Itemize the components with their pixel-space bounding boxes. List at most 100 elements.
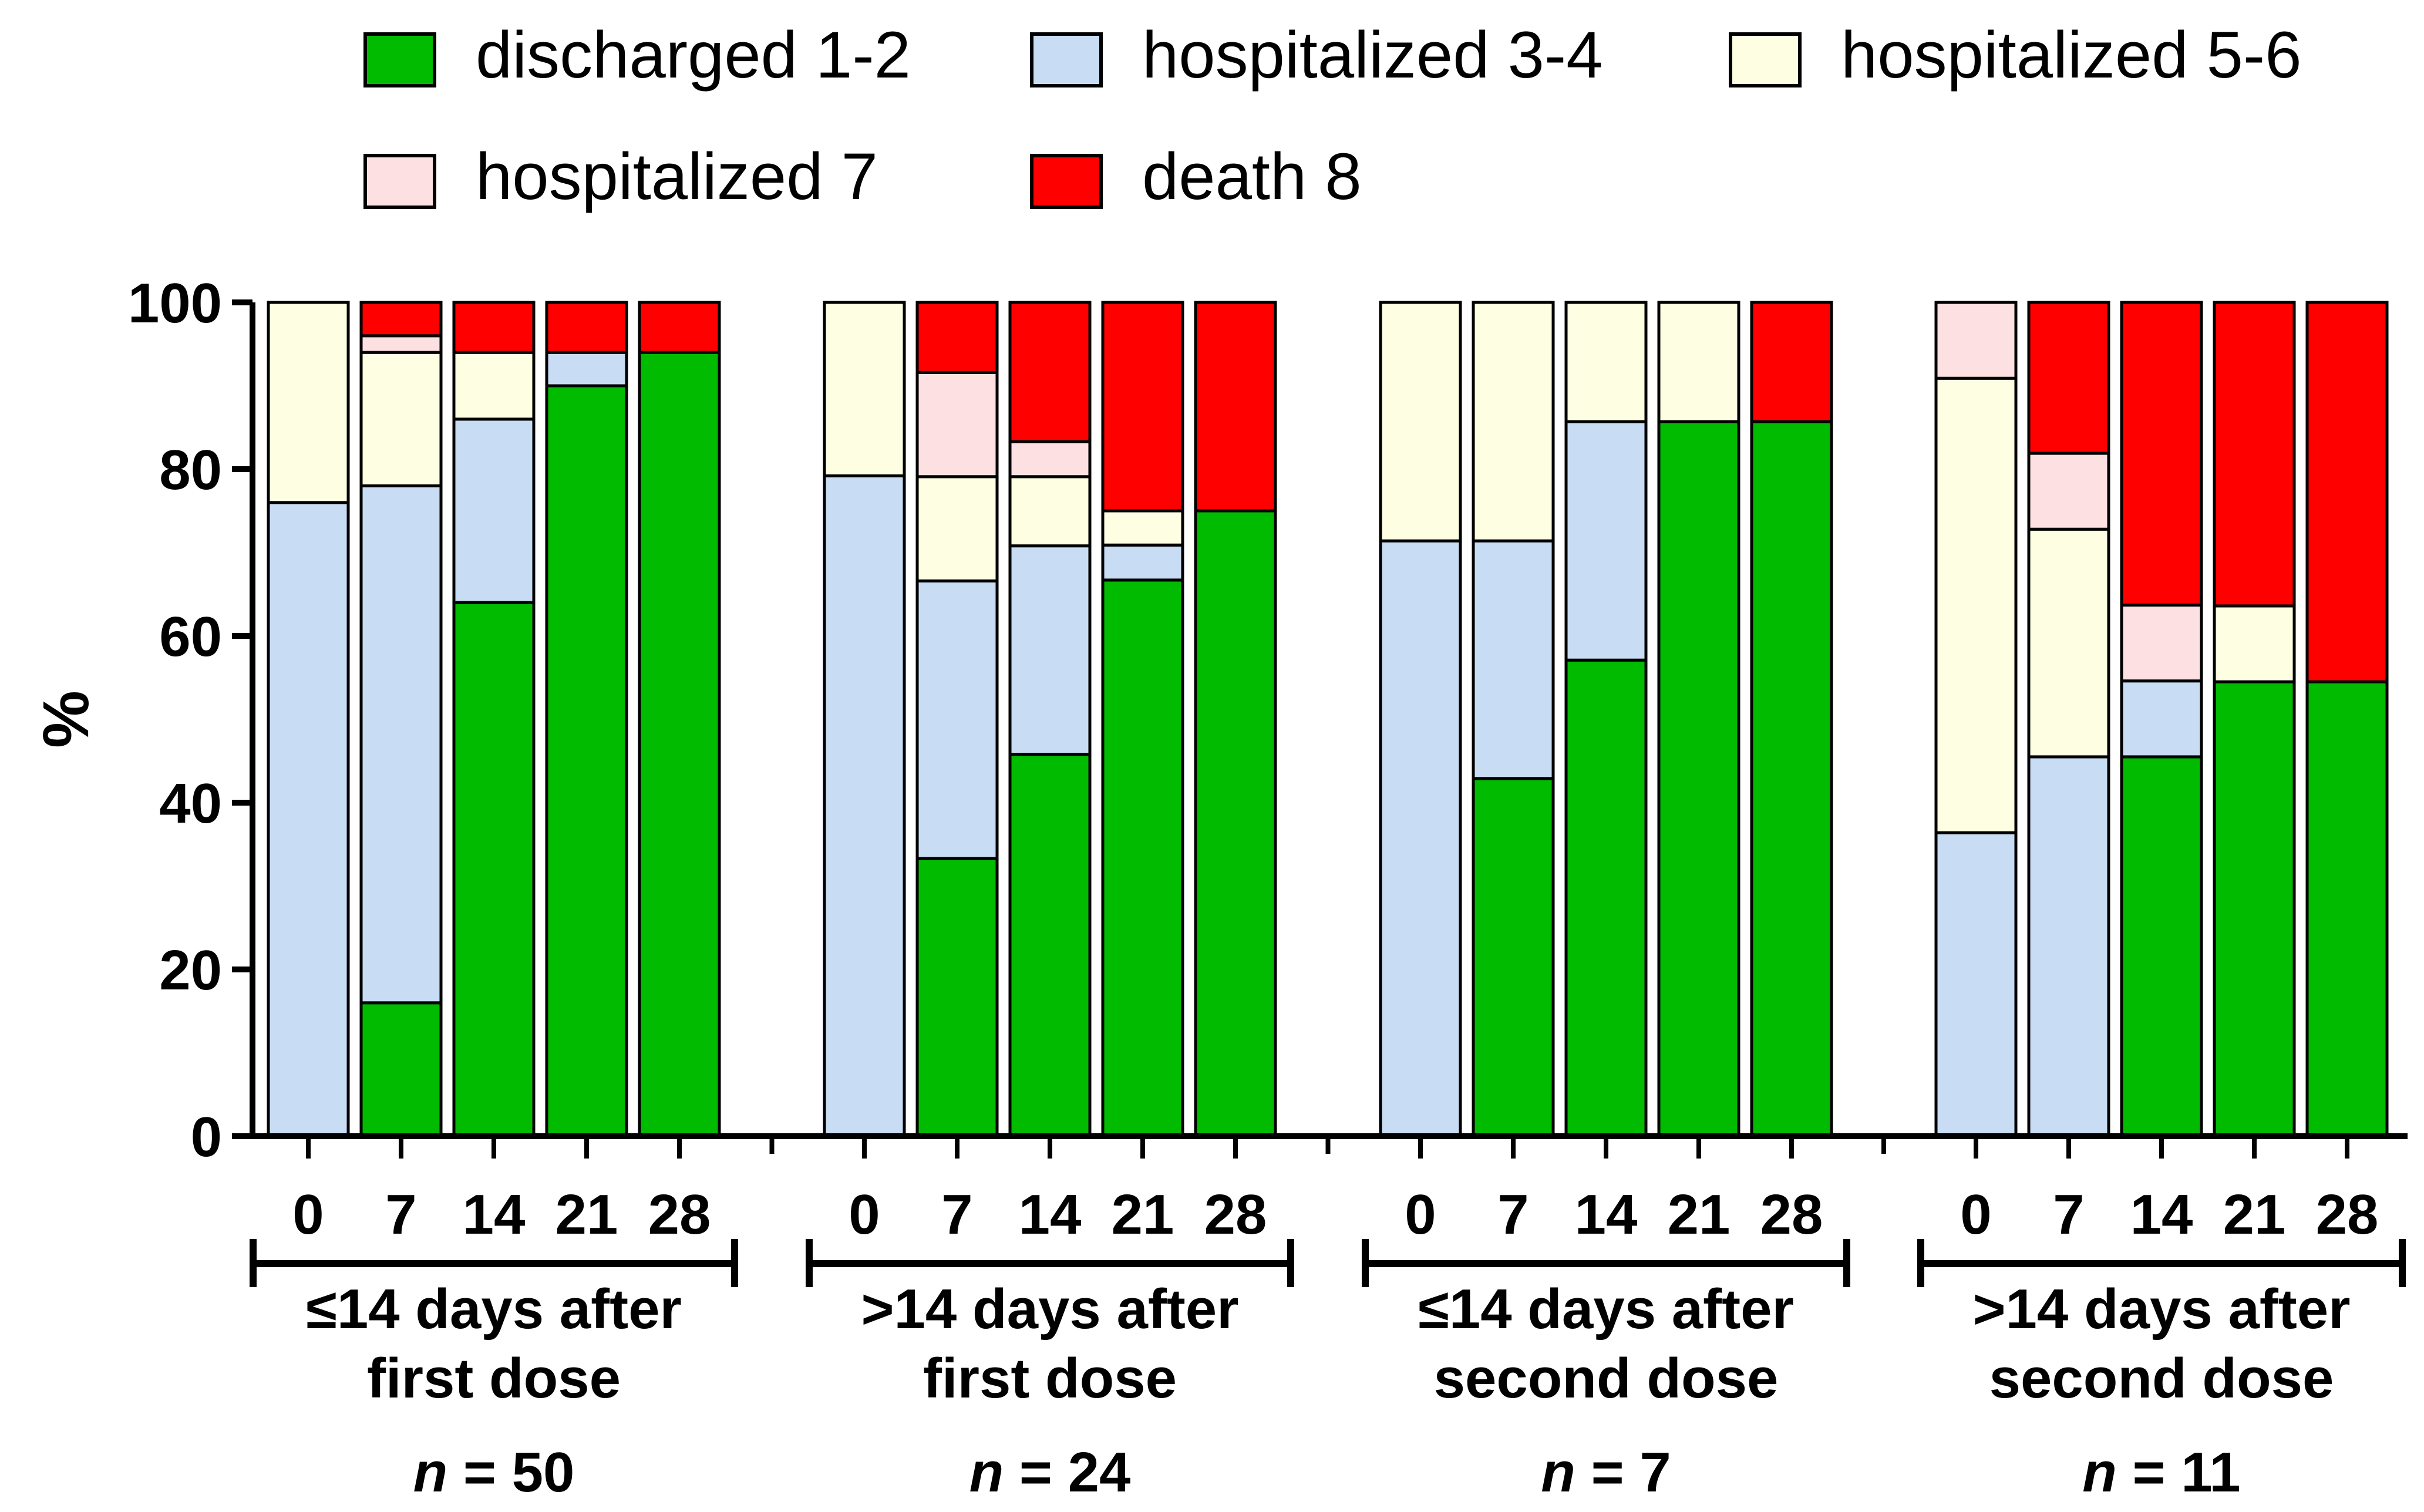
group-labels: ≤14 days after first dose n = 50 >14 days a… bbox=[250, 1239, 2406, 1504]
bar-segment-d12-g4-day21 bbox=[2213, 680, 2296, 1138]
bar-segment-h56-g2-day21 bbox=[1101, 509, 1184, 547]
plot-area bbox=[267, 301, 2389, 1138]
bar-segment-d8-g4-day21 bbox=[2213, 301, 2296, 608]
bar-segment-d12-g2-day21 bbox=[1101, 578, 1184, 1138]
bar-segment-h56-g1-day0 bbox=[267, 301, 350, 504]
bar-segment-h56-g3-day21 bbox=[1657, 301, 1740, 423]
x-tick-label-g1-day7: 7 bbox=[385, 1183, 416, 1246]
x-tick-label-g4-day21: 21 bbox=[2223, 1183, 2286, 1246]
bar-segment-d8-g2-day7 bbox=[915, 301, 999, 374]
x-tick-label-g1-day0: 0 bbox=[292, 1183, 324, 1246]
bar-segment-h34-g1-day0 bbox=[267, 501, 350, 1138]
bar-segment-h34-g4-day7 bbox=[2027, 755, 2110, 1138]
bar-segment-d12-g3-day21 bbox=[1657, 420, 1740, 1138]
group-n-symbol-3: n bbox=[1541, 1441, 1575, 1504]
x-tick-label-g4-day28: 28 bbox=[2316, 1183, 2379, 1246]
bar-segment-h7-g2-day14 bbox=[1008, 440, 1092, 479]
bar-segment-h34-g2-day0 bbox=[823, 474, 906, 1138]
legend-label-h56: hospitalized 5-6 bbox=[1841, 18, 2302, 92]
bar-segment-h34-g2-day7 bbox=[915, 579, 999, 860]
bar-segment-h34-g4-day14 bbox=[2120, 679, 2203, 759]
legend-swatch-d8 bbox=[1030, 154, 1103, 209]
group-n-value-1: = 50 bbox=[447, 1441, 574, 1504]
bar-segment-d8-g1-day28 bbox=[638, 301, 721, 354]
y-tick-label-100: 100 bbox=[128, 272, 222, 335]
legend-swatch-h7 bbox=[363, 154, 436, 209]
bar-segment-d8-g2-day28 bbox=[1194, 301, 1277, 513]
group-n-count-4: n = 11 bbox=[2082, 1441, 2241, 1504]
x-tick-label-g2-day7: 7 bbox=[941, 1183, 972, 1246]
group-n-symbol-2: n bbox=[969, 1441, 1004, 1504]
group-label-line2-2: first dose bbox=[923, 1347, 1177, 1410]
bar-segment-d8-g1-day7 bbox=[359, 301, 443, 338]
bar-segment-d12-g1-day21 bbox=[545, 384, 628, 1138]
group-n-count-1: n = 50 bbox=[413, 1441, 575, 1504]
group-label-line1-3: ≤14 days after bbox=[1418, 1278, 1794, 1341]
bar-segment-h56-g4-day0 bbox=[1934, 376, 2018, 834]
x-tick-label-g3-day14: 14 bbox=[1575, 1183, 1638, 1246]
x-tick-label-g3-day0: 0 bbox=[1405, 1183, 1436, 1246]
group-n-value-3: = 7 bbox=[1575, 1441, 1671, 1504]
bar-segment-d12-g2-day28 bbox=[1194, 509, 1277, 1138]
bar-segment-h7-g4-day14 bbox=[2120, 603, 2203, 683]
bar-segment-h34-g3-day14 bbox=[1564, 420, 1648, 662]
bar-segment-d12-g4-day14 bbox=[2120, 755, 2203, 1138]
bar-segment-d12-g2-day7 bbox=[915, 857, 999, 1138]
legend-swatch-h56 bbox=[1729, 32, 1802, 87]
bar-segment-h56-g4-day21 bbox=[2213, 604, 2296, 683]
bar-segment-h7-g2-day7 bbox=[915, 371, 999, 479]
x-tick-label-g2-day14: 14 bbox=[1019, 1183, 1082, 1246]
legend-label-h7: hospitalized 7 bbox=[476, 140, 878, 213]
bar-segment-h56-g4-day7 bbox=[2027, 527, 2110, 759]
x-tick-label-g1-day21: 21 bbox=[556, 1183, 618, 1246]
bar-segment-h34-g1-day14 bbox=[452, 417, 536, 604]
x-tick-label-g1-day14: 14 bbox=[463, 1183, 526, 1246]
group-label-line2-4: second dose bbox=[1989, 1347, 2334, 1410]
legend-label-d12: discharged 1-2 bbox=[476, 18, 911, 92]
bar-segment-d12-g3-day28 bbox=[1750, 420, 1833, 1138]
bar-segment-d8-g2-day14 bbox=[1008, 301, 1092, 443]
bar-segment-h34-g3-day7 bbox=[1472, 539, 1555, 780]
bar-segment-d8-g1-day21 bbox=[545, 301, 628, 354]
y-tick-label-0: 0 bbox=[191, 1106, 222, 1168]
y-axis: 0 20 40 60 80 100% bbox=[30, 272, 255, 1168]
bar-segment-d12-g1-day7 bbox=[359, 1001, 443, 1138]
bar-segment-d12-g1-day14 bbox=[452, 601, 536, 1138]
group-n-count-3: n = 7 bbox=[1541, 1441, 1671, 1504]
x-tick-label-g2-day0: 0 bbox=[849, 1183, 880, 1246]
x-tick-label-g4-day14: 14 bbox=[2130, 1183, 2193, 1246]
x-tick-label-g4-day7: 7 bbox=[2053, 1183, 2084, 1246]
bar-segment-h56-g3-day7 bbox=[1472, 301, 1555, 543]
bar-segment-h7-g4-day7 bbox=[2027, 452, 2110, 531]
x-axis: 0 7 14 21 28 0 7 14 21 28 0 7 14 21 28 0 7 14 21 28 bbox=[250, 1133, 2408, 1246]
bar-segment-h34-g4-day0 bbox=[1934, 831, 2018, 1138]
y-axis-label: % bbox=[30, 691, 102, 748]
group-label-line2-3: second dose bbox=[1434, 1347, 1779, 1410]
bar-segment-d12-g2-day14 bbox=[1008, 753, 1092, 1138]
group-n-symbol-4: n bbox=[2082, 1441, 2117, 1504]
bar-segment-h34-g2-day21 bbox=[1101, 543, 1184, 582]
bar-segment-d12-g3-day14 bbox=[1564, 658, 1648, 1138]
x-tick-label-g4-day0: 0 bbox=[1960, 1183, 1991, 1246]
bar-segment-d8-g4-day14 bbox=[2120, 301, 2203, 607]
y-tick-label-80: 80 bbox=[159, 439, 222, 501]
bar-segment-d8-g3-day28 bbox=[1750, 301, 1833, 423]
bar-segment-d12-g4-day28 bbox=[2305, 680, 2389, 1138]
bar-segment-d12-g3-day7 bbox=[1472, 777, 1555, 1138]
bar-segment-h7-g1-day7 bbox=[359, 334, 443, 354]
group-label-line1-2: >14 days after bbox=[861, 1278, 1238, 1341]
bar-segment-h56-g3-day14 bbox=[1564, 301, 1648, 423]
bar-segment-h56-g3-day0 bbox=[1379, 301, 1462, 543]
x-tick-label-g3-day7: 7 bbox=[1497, 1183, 1529, 1246]
legend: discharged 1-2 hospitalized 3-4 hospitaliz… bbox=[363, 18, 2302, 213]
legend-swatch-d12 bbox=[363, 32, 436, 87]
y-tick-label-60: 60 bbox=[159, 605, 222, 668]
bar-segment-d8-g2-day21 bbox=[1101, 301, 1184, 513]
x-tick-label-g2-day28: 28 bbox=[1204, 1183, 1267, 1246]
x-tick-label-g1-day28: 28 bbox=[648, 1183, 711, 1246]
bar-segment-d8-g1-day14 bbox=[452, 301, 536, 354]
group-label-line1-1: ≤14 days after bbox=[306, 1278, 682, 1341]
bar-segment-h56-g2-day7 bbox=[915, 475, 999, 582]
group-label-line1-4: >14 days after bbox=[1972, 1278, 2350, 1341]
